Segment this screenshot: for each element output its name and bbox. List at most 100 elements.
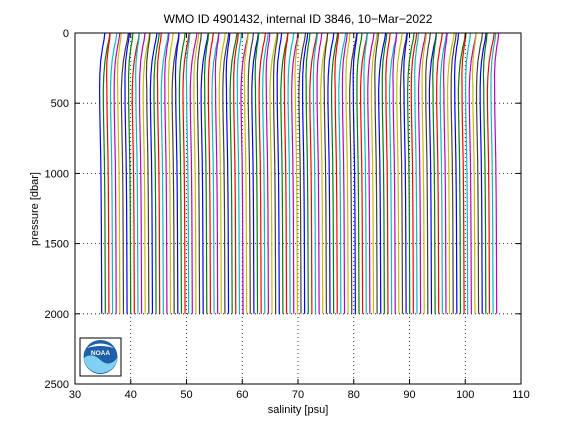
profile-line bbox=[225, 32, 231, 314]
profile-line bbox=[233, 32, 239, 314]
profile-line bbox=[211, 32, 220, 314]
profile-line bbox=[99, 32, 106, 314]
profile-line bbox=[276, 32, 283, 314]
profile-line bbox=[185, 32, 191, 314]
profile-line bbox=[363, 32, 369, 314]
profile-line bbox=[414, 32, 420, 314]
profile-line bbox=[236, 32, 243, 314]
x-tick-label: 40 bbox=[125, 389, 137, 401]
profile-line bbox=[341, 32, 348, 314]
profile-line bbox=[345, 32, 351, 314]
profile-line bbox=[265, 32, 271, 314]
profile-line bbox=[442, 32, 448, 314]
profile-line bbox=[153, 32, 160, 314]
y-tick-label: 2500 bbox=[45, 379, 69, 391]
profile-line bbox=[370, 32, 378, 314]
profile-line bbox=[403, 32, 408, 314]
profile-line bbox=[479, 32, 487, 314]
profile-line bbox=[254, 32, 260, 314]
profile-line bbox=[189, 32, 198, 314]
profile-line bbox=[330, 32, 339, 314]
profile-line bbox=[145, 32, 151, 314]
profile-line bbox=[461, 32, 467, 314]
profile-line bbox=[294, 32, 300, 314]
y-tick-label: 2000 bbox=[45, 309, 69, 321]
profile-line bbox=[127, 32, 134, 314]
profile-line bbox=[425, 32, 431, 314]
profile-line bbox=[475, 32, 484, 314]
profile-line bbox=[446, 32, 455, 314]
profile-line bbox=[116, 32, 122, 314]
profile-line bbox=[298, 32, 307, 314]
profile-line bbox=[482, 32, 488, 314]
profile-line bbox=[486, 32, 495, 314]
x-tick-label: 80 bbox=[348, 389, 360, 401]
profile-line bbox=[457, 32, 467, 314]
profile-line bbox=[432, 32, 438, 314]
profile-line bbox=[352, 32, 358, 314]
profile-line bbox=[301, 32, 309, 314]
x-axis-label: salinity [psu] bbox=[268, 404, 329, 416]
profile-line bbox=[378, 32, 387, 314]
profile-line bbox=[113, 32, 121, 314]
profile-line bbox=[105, 32, 111, 314]
profile-line bbox=[407, 32, 415, 314]
profile-line bbox=[138, 32, 146, 314]
profile-line bbox=[283, 32, 289, 314]
x-tick-label: 100 bbox=[456, 389, 474, 401]
profile-line bbox=[287, 32, 295, 314]
profile-line bbox=[120, 32, 130, 314]
profile-line bbox=[392, 32, 398, 314]
profile-line bbox=[374, 32, 380, 314]
profile-line bbox=[149, 32, 158, 314]
profile-line bbox=[396, 32, 403, 314]
profile-line bbox=[280, 32, 289, 314]
profile-line bbox=[450, 32, 457, 314]
profile-line bbox=[334, 32, 340, 314]
profile-line bbox=[399, 32, 408, 314]
profile-line bbox=[312, 32, 319, 314]
y-tick-label: 0 bbox=[63, 28, 69, 40]
profile-line bbox=[171, 32, 180, 314]
profile-line bbox=[243, 32, 249, 314]
profile-line bbox=[385, 32, 391, 314]
profile-line bbox=[468, 32, 477, 314]
profile-line bbox=[359, 32, 368, 314]
profile-line bbox=[207, 32, 214, 314]
profile-line bbox=[436, 32, 443, 314]
profile-line bbox=[214, 32, 220, 314]
x-tick-label: 30 bbox=[69, 389, 81, 401]
profile-line bbox=[262, 32, 269, 314]
profile-line bbox=[471, 32, 477, 314]
noaa-logo-text: NOAA bbox=[91, 350, 110, 357]
x-tick-label: 50 bbox=[180, 389, 192, 401]
profile-line bbox=[174, 32, 180, 314]
y-tick-label: 1500 bbox=[45, 239, 69, 251]
profile-line bbox=[291, 32, 299, 314]
profile-line bbox=[305, 32, 311, 314]
profile-line bbox=[356, 32, 363, 314]
noaa-logo-gull bbox=[87, 343, 114, 348]
profile-line bbox=[178, 32, 186, 314]
profile-line bbox=[493, 32, 500, 314]
noaa-logo-wave bbox=[83, 355, 118, 374]
profile-line bbox=[421, 32, 428, 314]
profile-line bbox=[196, 32, 202, 314]
x-tick-label: 90 bbox=[403, 389, 415, 401]
profile-line bbox=[428, 32, 437, 314]
profile-line bbox=[160, 32, 169, 314]
axis-ticks: 30 40 50 60 70 80 90 100 110 0 500 1000 1500 2000 2500 bbox=[45, 28, 530, 401]
profile-line bbox=[229, 32, 238, 314]
profile-line bbox=[309, 32, 318, 314]
profile-line bbox=[135, 32, 141, 314]
profile-line bbox=[222, 32, 230, 314]
y-axis-label: pressure [dbar] bbox=[29, 172, 41, 246]
profile-line bbox=[327, 32, 335, 314]
profile-line bbox=[167, 32, 174, 314]
profile-line bbox=[142, 32, 151, 314]
profile-lines bbox=[99, 32, 500, 314]
y-tick-label: 1000 bbox=[45, 168, 69, 180]
x-tick-label: 70 bbox=[292, 389, 304, 401]
profile-line bbox=[182, 32, 190, 314]
